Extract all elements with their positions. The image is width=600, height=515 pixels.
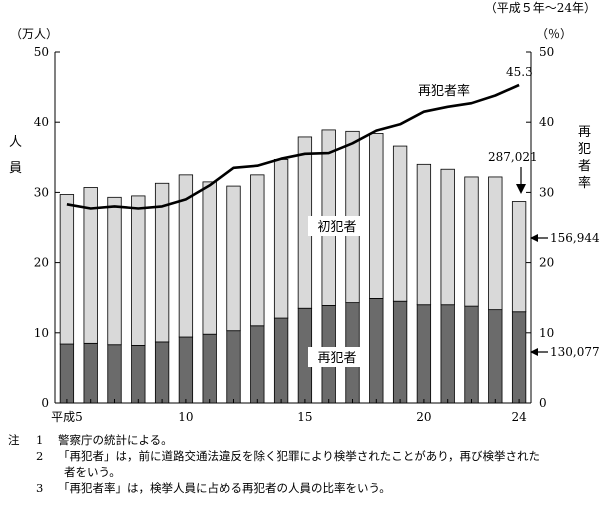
note-1: 注 1 警察庁の統計による。 <box>8 432 596 448</box>
right-axis-title-char: 者 <box>578 159 591 174</box>
x-ticks: 平成5 10 15 20 24 <box>51 399 527 424</box>
right-axis-title-char: 率 <box>578 175 591 191</box>
bar-repeat-offenders <box>178 336 194 404</box>
left-unit-label: （万人） <box>10 27 58 41</box>
left-tick-label: 0 <box>41 396 49 410</box>
total-arrow-head <box>516 184 526 194</box>
x-tick-label: 10 <box>178 410 193 424</box>
left-tick-label: 10 <box>34 326 49 340</box>
right-tick-label: 30 <box>539 185 554 199</box>
bar-repeat-offenders <box>202 333 217 404</box>
left-axis-title-char: 員 <box>9 161 22 176</box>
note-text: 「再犯者」は，前に道路交通法違反を除く犯罪により検挙されたことがあり，再び検挙さ… <box>58 449 540 463</box>
note-number: 3 <box>36 481 44 495</box>
rate-line-label: 再犯者率 <box>418 83 470 99</box>
note-text: 警察庁の統計による。 <box>58 433 173 447</box>
bar-repeat-offenders <box>250 325 265 404</box>
bar-repeat-offenders <box>369 298 384 404</box>
first-offender-label: 初犯者 <box>317 220 356 235</box>
left-axis-title: 人員 <box>9 135 22 176</box>
bar-first-offenders <box>202 181 217 335</box>
bar-repeat-offenders <box>488 309 503 404</box>
chart: （平成５年～24年） （万人） （％） 人員 再犯者率 010203040500… <box>9 1 600 424</box>
right-tick-label: 40 <box>539 115 554 129</box>
repeat-last-arrowhead <box>530 348 538 356</box>
bar-first-offenders <box>392 145 408 302</box>
bar-repeat-offenders <box>416 304 432 404</box>
right-tick-label: 20 <box>539 256 554 270</box>
bar-repeat-offenders <box>511 311 527 404</box>
first-last-label: 156,944 <box>550 231 600 245</box>
note-2-continuation: 者をいう。 <box>64 465 121 479</box>
bar-repeat-offenders <box>154 341 170 404</box>
bar-repeat-offenders <box>392 300 408 404</box>
period-label: （平成５年～24年） <box>485 1 596 15</box>
note-number: 1 <box>36 433 44 447</box>
right-axis-title-char: 再 <box>578 125 591 140</box>
bar-first-offenders <box>250 174 265 327</box>
x-tick-label: 20 <box>416 410 431 424</box>
repeat-offender-label: 再犯者 <box>317 351 356 366</box>
repeat-offender-label-bg <box>308 347 366 367</box>
left-axis-title-char: 人 <box>9 135 22 150</box>
right-axis-title-char: 犯 <box>578 142 591 157</box>
left-tick-label: 40 <box>34 115 49 129</box>
bar-first-offenders <box>464 176 479 307</box>
x-tick-label: 平成5 <box>51 410 83 424</box>
bar-first-offenders <box>107 196 122 346</box>
bar-first-offenders <box>273 159 289 319</box>
right-tick-label: 0 <box>539 396 547 410</box>
note-3: 3 「再犯者率」は，検挙人員に占める再犯者の人員の比率をいう。 <box>8 480 596 496</box>
rate-line <box>66 83 520 210</box>
x-tick-label: 15 <box>297 410 312 424</box>
bar-first-offenders <box>154 182 170 343</box>
left-tick-label: 20 <box>34 256 49 270</box>
right-unit-label: （％） <box>536 27 572 41</box>
bar-first-offenders <box>83 187 98 344</box>
bar-repeat-offenders <box>464 305 479 404</box>
bar-repeat-offenders <box>226 330 241 404</box>
rate-line-group <box>66 83 520 210</box>
bar-first-offenders <box>59 194 75 345</box>
first-last-arrowhead <box>530 234 538 242</box>
first-offender-label-bg <box>308 216 366 236</box>
repeat-last-label: 130,077 <box>550 345 600 359</box>
notes: 注 1 警察庁の統計による。 2 「再犯者」は，前に道路交通法違反を除く犯罪によ… <box>8 432 596 496</box>
bar-first-offenders <box>369 133 384 299</box>
bar-first-offenders <box>488 176 503 311</box>
note-head: 注 <box>8 433 20 447</box>
bar-repeat-offenders <box>131 345 146 404</box>
bar-first-offenders <box>511 201 527 313</box>
bar-first-offenders <box>131 195 146 346</box>
total-last-label: 287,021 <box>488 150 538 164</box>
bar-repeat-offenders <box>273 317 289 404</box>
bar-first-offenders <box>440 168 455 306</box>
rate-end-label: 45.3 <box>506 65 533 79</box>
bar-repeat-offenders <box>59 343 75 404</box>
bar-first-offenders <box>178 174 194 338</box>
bar-repeat-offenders <box>107 344 122 404</box>
bar-first-offenders <box>416 163 432 306</box>
left-tick-label: 30 <box>34 185 49 199</box>
right-tick-label: 50 <box>539 45 554 59</box>
bar-repeat-offenders <box>440 304 455 404</box>
bars <box>59 129 527 404</box>
bar-first-offenders <box>226 185 241 332</box>
bar-repeat-offenders <box>83 342 98 404</box>
note-text: 「再犯者率」は，検挙人員に占める再犯者の人員の比率をいう。 <box>58 481 391 495</box>
right-tick-label: 10 <box>539 326 554 340</box>
x-tick-label: 24 <box>511 410 527 424</box>
right-axis-title: 再犯者率 <box>578 125 591 191</box>
note-number: 2 <box>36 449 44 463</box>
note-2: 2 「再犯者」は，前に道路交通法違反を除く犯罪により検挙されたことがあり，再び検… <box>8 448 596 464</box>
left-tick-label: 50 <box>34 45 49 59</box>
